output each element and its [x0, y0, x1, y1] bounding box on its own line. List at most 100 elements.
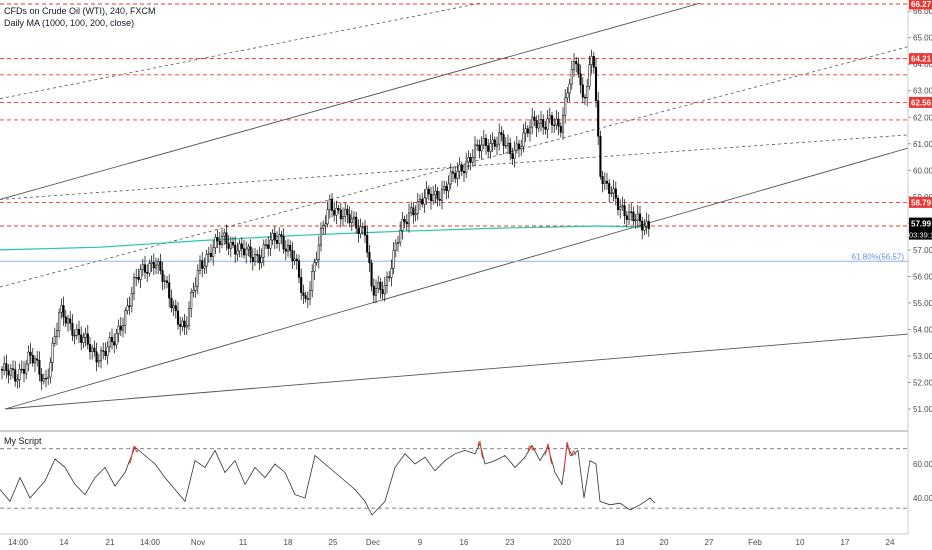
candle[interactable]	[31, 355, 34, 364]
last-price-badge[interactable]	[909, 217, 932, 240]
candle[interactable]	[150, 262, 153, 264]
candle[interactable]	[454, 172, 457, 179]
candle[interactable]	[553, 124, 556, 127]
candle[interactable]	[572, 61, 576, 70]
candle[interactable]	[636, 213, 639, 221]
candle[interactable]	[238, 243, 241, 252]
candle[interactable]	[465, 161, 468, 174]
candle[interactable]	[29, 351, 32, 356]
candle[interactable]	[42, 377, 45, 382]
candle[interactable]	[390, 268, 393, 278]
candle[interactable]	[374, 288, 378, 296]
candle[interactable]	[113, 341, 116, 346]
candle[interactable]	[586, 85, 589, 99]
candle[interactable]	[436, 190, 439, 200]
candle[interactable]	[121, 325, 125, 331]
candle[interactable]	[363, 226, 367, 236]
candle[interactable]	[592, 56, 595, 68]
candle[interactable]	[317, 244, 320, 260]
candle[interactable]	[203, 265, 206, 269]
candle[interactable]	[482, 138, 485, 146]
candle[interactable]	[119, 325, 122, 331]
candle[interactable]	[588, 64, 591, 87]
candle[interactable]	[412, 207, 415, 216]
candle[interactable]	[379, 282, 382, 290]
candle[interactable]	[247, 246, 250, 250]
candle[interactable]	[240, 243, 243, 249]
candle[interactable]	[170, 297, 173, 309]
candle[interactable]	[311, 271, 314, 291]
price-level-badge[interactable]	[909, 53, 932, 65]
candle[interactable]	[284, 248, 287, 252]
candle[interactable]	[504, 145, 507, 147]
candle[interactable]	[161, 270, 164, 283]
candle[interactable]	[548, 115, 551, 120]
candle[interactable]	[315, 259, 318, 263]
candle[interactable]	[152, 262, 155, 269]
candle[interactable]	[212, 247, 215, 257]
candle[interactable]	[185, 324, 188, 328]
candle[interactable]	[196, 269, 199, 287]
candle[interactable]	[643, 225, 646, 231]
candle[interactable]	[84, 333, 87, 338]
candle[interactable]	[627, 211, 631, 220]
candle[interactable]	[18, 368, 21, 380]
candle[interactable]	[135, 277, 138, 279]
candle[interactable]	[561, 115, 565, 133]
candle[interactable]	[80, 334, 83, 343]
candle[interactable]	[443, 186, 446, 190]
candle[interactable]	[201, 260, 204, 269]
candle[interactable]	[597, 100, 600, 137]
candle[interactable]	[49, 362, 52, 378]
candle[interactable]	[392, 249, 395, 269]
candle[interactable]	[286, 244, 290, 252]
candle[interactable]	[40, 374, 43, 382]
candle[interactable]	[630, 211, 633, 213]
candle[interactable]	[82, 337, 85, 343]
candle[interactable]	[471, 157, 474, 163]
candle[interactable]	[506, 142, 510, 146]
candle[interactable]	[95, 351, 98, 363]
candle[interactable]	[555, 118, 558, 126]
candle[interactable]	[25, 363, 28, 374]
candle[interactable]	[542, 119, 545, 128]
candle[interactable]	[394, 243, 397, 251]
candle[interactable]	[251, 257, 254, 262]
candle[interactable]	[99, 350, 103, 361]
candle[interactable]	[487, 145, 490, 152]
candle[interactable]	[198, 260, 202, 271]
candle[interactable]	[218, 240, 221, 245]
candle[interactable]	[110, 337, 114, 343]
candle[interactable]	[377, 282, 380, 289]
candle[interactable]	[267, 244, 270, 249]
candle[interactable]	[20, 368, 23, 371]
candle[interactable]	[429, 193, 433, 202]
candle[interactable]	[27, 351, 30, 365]
candle[interactable]	[603, 180, 606, 184]
candle[interactable]	[97, 360, 100, 363]
candle[interactable]	[181, 320, 184, 327]
candle[interactable]	[610, 192, 613, 194]
candle[interactable]	[64, 316, 67, 324]
candle[interactable]	[641, 220, 644, 231]
candle[interactable]	[209, 252, 213, 257]
price-axis[interactable]: 51.0052.0053.0054.0055.0056.0057.0058.00…	[907, 0, 932, 550]
trend-line[interactable]	[0, 2, 701, 200]
candle[interactable]	[366, 234, 369, 253]
candle[interactable]	[359, 226, 362, 234]
candle[interactable]	[440, 189, 444, 201]
candle[interactable]	[341, 216, 345, 220]
candle[interactable]	[137, 277, 140, 280]
candle[interactable]	[214, 237, 217, 249]
candle[interactable]	[148, 263, 151, 274]
candle[interactable]	[372, 285, 375, 296]
candle[interactable]	[414, 213, 417, 216]
candle[interactable]	[434, 190, 437, 196]
candle[interactable]	[564, 97, 567, 116]
candle[interactable]	[495, 143, 499, 147]
candle[interactable]	[104, 351, 107, 356]
candle[interactable]	[192, 290, 195, 293]
candle[interactable]	[229, 241, 232, 249]
candle[interactable]	[577, 63, 580, 74]
